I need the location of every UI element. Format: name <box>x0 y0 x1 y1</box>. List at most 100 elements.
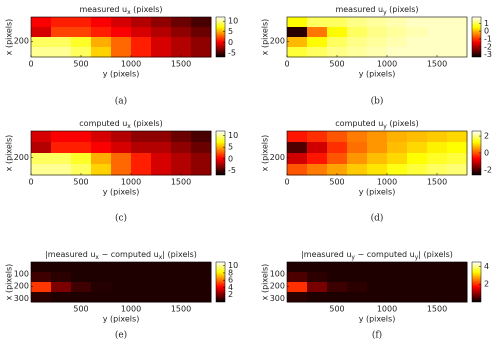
x-tick-label: 500 <box>329 305 344 314</box>
y-axis-label: x (pixels) <box>5 135 14 172</box>
heatmap-cell <box>307 262 328 273</box>
heatmap-cell <box>191 131 212 143</box>
y-tick-label: 100 <box>14 270 29 279</box>
x-axis-label: y (pixels) <box>359 188 396 197</box>
heatmap-cell <box>327 47 348 58</box>
heatmap-cell <box>347 153 368 165</box>
y-tick-label: 300 <box>270 294 285 303</box>
title-part: x <box>127 123 131 130</box>
panel-title: |measured uy − computed uy| (pixels) <box>301 250 453 262</box>
heatmap-cell <box>91 131 112 143</box>
heatmap-cell <box>387 153 408 165</box>
heatmap-cell <box>287 282 308 293</box>
x-tick-label: 1500 <box>427 178 447 187</box>
heatmap-cell <box>307 142 328 154</box>
colorbar-tick-label: 2 <box>484 280 489 289</box>
heatmap-cell <box>71 292 92 303</box>
heatmap-cell <box>307 37 328 48</box>
heatmap-cell <box>347 47 368 58</box>
heatmap-cell <box>307 282 328 293</box>
heatmap-cell <box>287 262 308 273</box>
heatmap-cell <box>171 47 192 58</box>
heatmap-cell <box>71 27 92 38</box>
title-part: x <box>95 254 99 261</box>
heatmap-cell <box>407 37 428 48</box>
panel-title: measured uy (pixels) <box>335 5 418 17</box>
heatmap-cell <box>131 272 152 283</box>
colorbar-tick-label: -5 <box>228 48 236 57</box>
heatmap-cell <box>191 153 212 165</box>
heatmap-cell <box>191 272 212 283</box>
y-axis-label: x (pixels) <box>261 135 270 172</box>
heatmap-cell <box>151 47 172 58</box>
x-axis-label: y (pixels) <box>103 188 140 197</box>
colorbar-tick-label: 0 <box>484 27 489 36</box>
heatmap-cell <box>307 292 328 303</box>
heatmap-cell <box>111 17 132 28</box>
x-tick-label: 1500 <box>171 178 191 187</box>
heatmap-cell <box>131 262 152 273</box>
heatmap-cell <box>427 131 448 143</box>
heatmap-cell <box>131 27 152 38</box>
heatmap-cell <box>287 27 308 38</box>
panel-caption: (b) <box>371 96 384 107</box>
title-part: (pixels) <box>131 119 163 128</box>
heatmap-cell <box>31 292 52 303</box>
heatmap-cell <box>427 47 448 58</box>
heatmap-cell <box>407 17 428 28</box>
heatmap-cell <box>151 164 172 176</box>
heatmap-cell <box>131 153 152 165</box>
heatmap-cell <box>367 142 388 154</box>
y-tick-label: 200 <box>270 282 285 291</box>
heatmap-cell <box>307 272 328 283</box>
heatmap-cell <box>31 153 52 165</box>
colorbar-tick-label: 0 <box>228 38 233 47</box>
y-tick-label: 100 <box>270 270 285 279</box>
plot-frame <box>286 130 468 176</box>
heatmap-cell <box>31 272 52 283</box>
panel-title: computed uy (pixels) <box>335 119 418 131</box>
heatmap-cell <box>367 272 388 283</box>
heatmap-cell <box>407 272 428 283</box>
title-part: | (pixels) <box>162 250 197 259</box>
heatmap-cell <box>151 292 172 303</box>
colorbar-tick-label: 0 <box>228 154 233 163</box>
heatmap-cell <box>191 27 212 38</box>
heatmap-cell <box>387 282 408 293</box>
panel-caption: (d) <box>371 213 384 224</box>
heatmap-cell <box>151 131 172 143</box>
heatmap-cell <box>111 47 132 58</box>
heatmap-cell <box>151 153 172 165</box>
heatmap-cell <box>151 282 172 293</box>
heatmap-cell <box>91 47 112 58</box>
colorbar <box>471 16 482 58</box>
heatmap-cell <box>91 282 112 293</box>
heatmap-cell <box>91 153 112 165</box>
heatmap-cell <box>327 37 348 48</box>
heatmap-cell <box>387 164 408 176</box>
heatmap-cell <box>71 47 92 58</box>
heatmap-cell <box>191 282 212 293</box>
y-axis-label: x (pixels) <box>261 264 270 301</box>
colorbar-tick-label: 10 <box>228 261 238 270</box>
panel-caption: (e) <box>115 330 127 341</box>
colorbar-tick-label: 4 <box>228 283 233 292</box>
heatmap-cell <box>51 27 72 38</box>
heatmap-cell <box>287 131 308 143</box>
heatmap-cell <box>151 142 172 154</box>
heatmap-cell <box>191 262 212 273</box>
title-part: y <box>415 254 419 261</box>
heatmap-cell <box>71 153 92 165</box>
heatmap-cell <box>447 131 468 143</box>
heatmap-cell <box>191 37 212 48</box>
heatmap-cell <box>347 164 368 176</box>
colorbar <box>471 261 482 303</box>
heatmap-cell <box>387 131 408 143</box>
heatmap-cell <box>51 292 72 303</box>
heatmap-cell <box>51 272 72 283</box>
x-tick-label: 0 <box>28 60 33 69</box>
heatmap-cell <box>131 131 152 143</box>
heatmap-cell <box>91 37 112 48</box>
x-axis-label: y (pixels) <box>359 315 396 324</box>
x-tick-label: 500 <box>73 305 88 314</box>
